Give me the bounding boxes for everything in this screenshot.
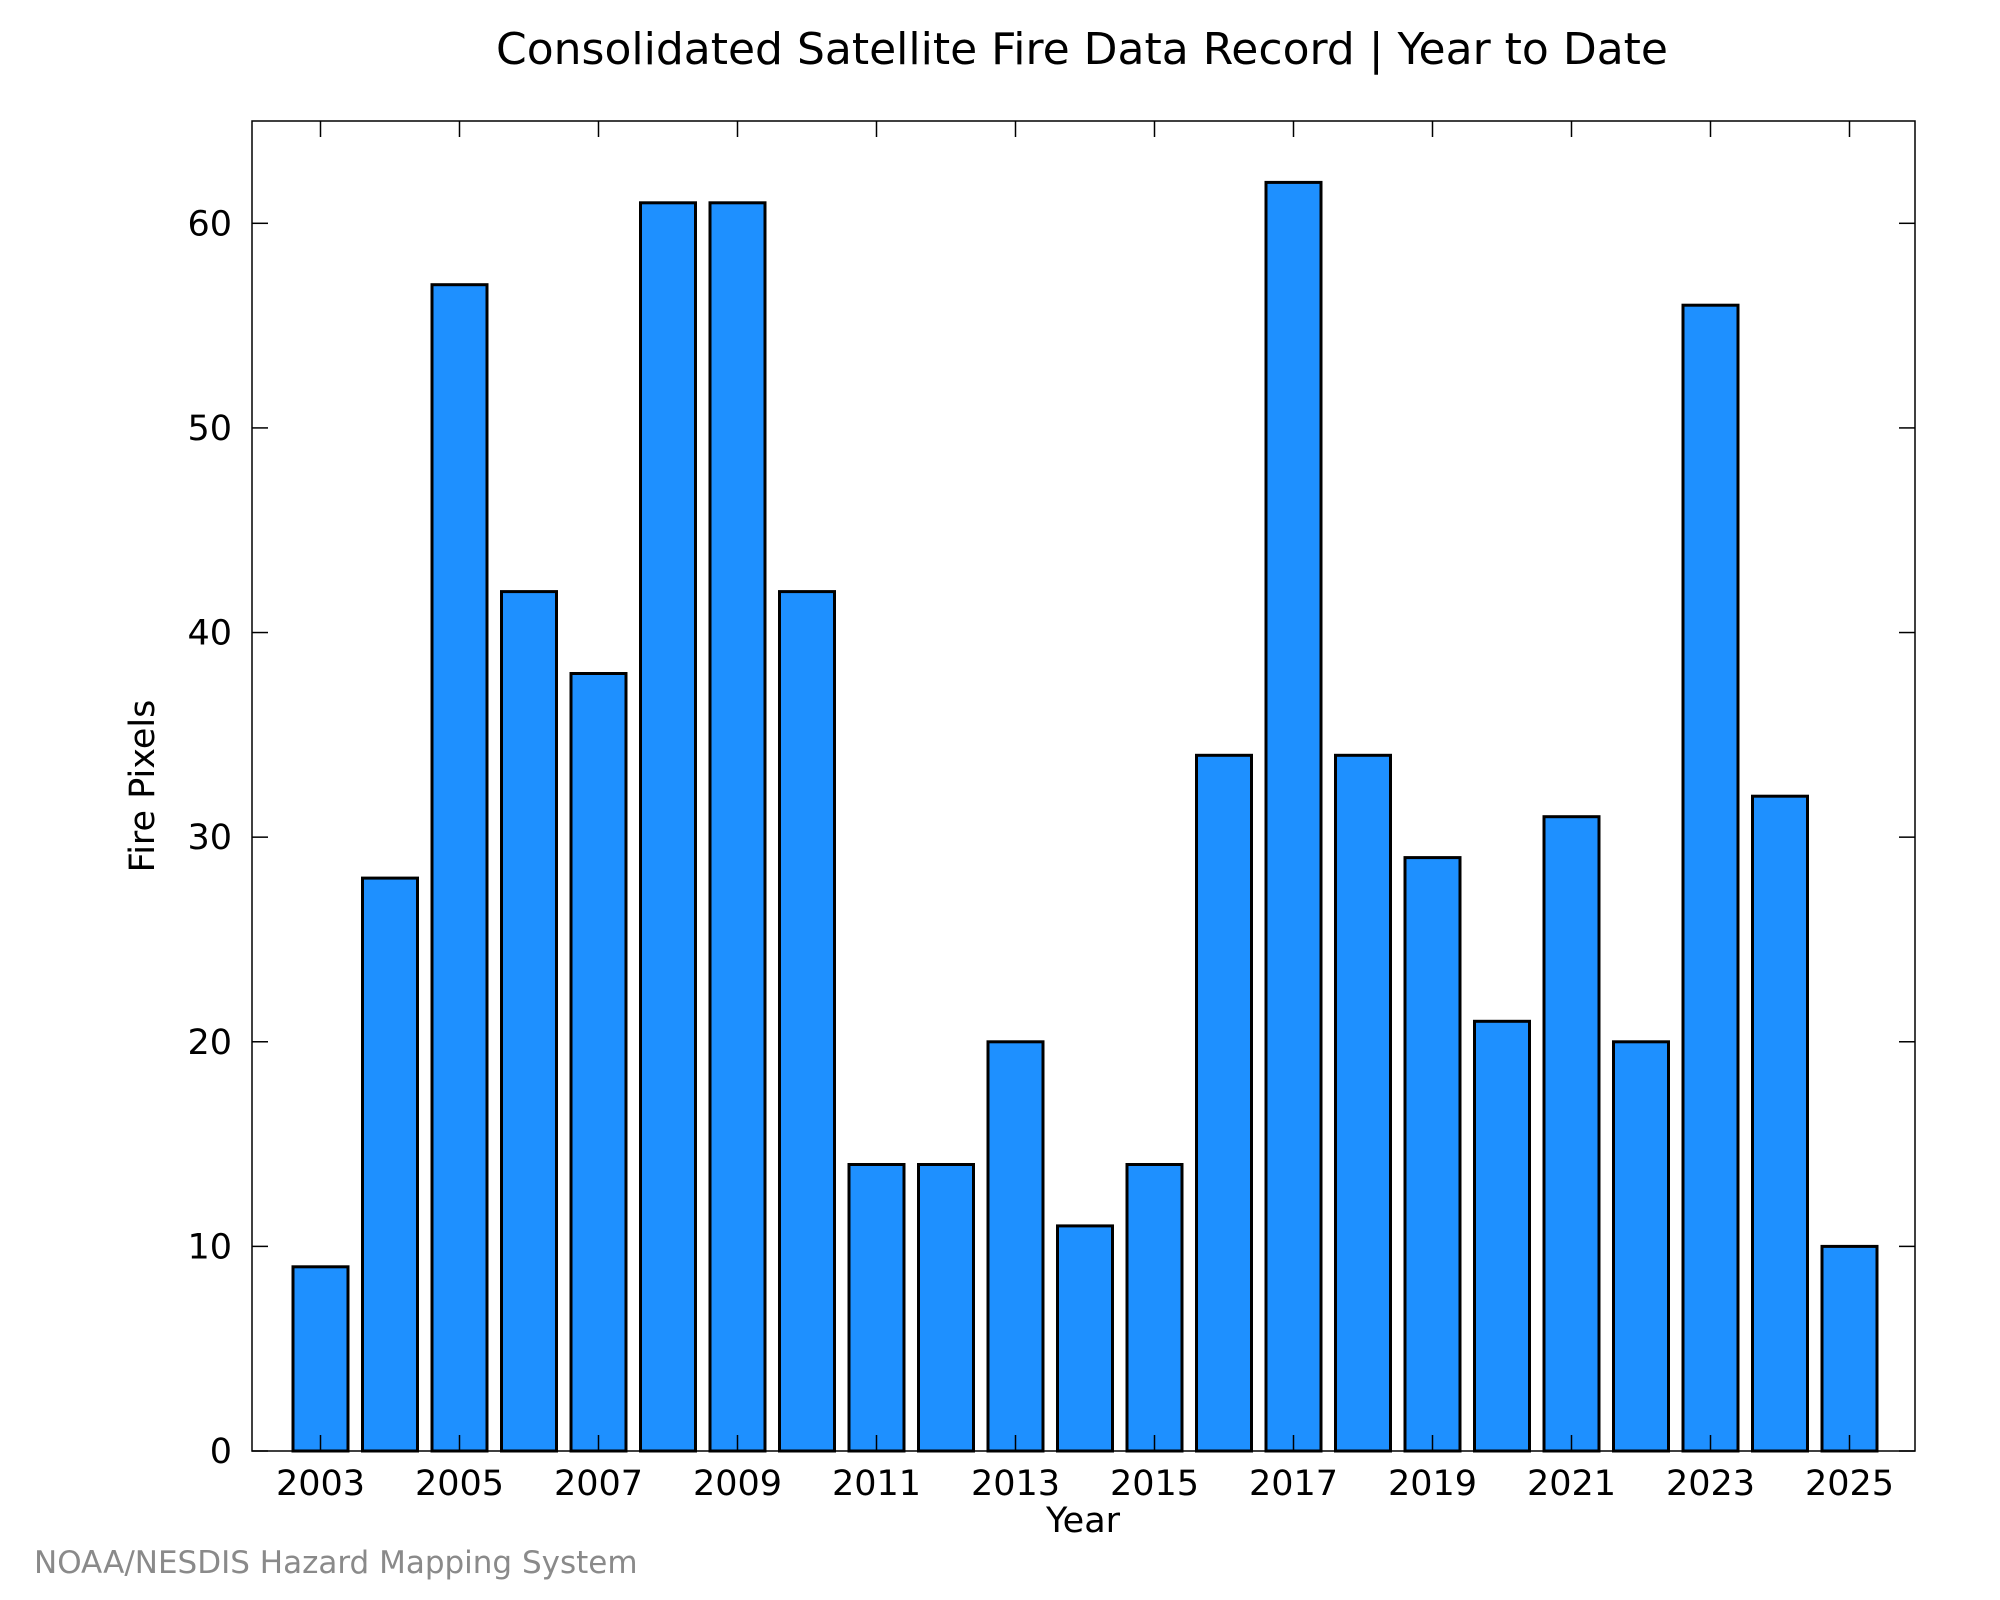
bar-2005 xyxy=(430,283,489,1453)
bar-2016 xyxy=(1195,753,1253,1453)
bar-2021 xyxy=(1542,815,1601,1453)
bar-2012 xyxy=(917,1163,975,1453)
bar-2024 xyxy=(1751,794,1809,1453)
x-tick-label-2025: 2025 xyxy=(1805,1464,1894,1504)
bar-2025 xyxy=(1820,1244,1879,1453)
y-tick-label-60: 60 xyxy=(187,204,232,244)
bar-2020 xyxy=(1473,1019,1531,1453)
y-tick-label-0: 0 xyxy=(210,1432,232,1472)
x-tick-label-2011: 2011 xyxy=(832,1464,921,1504)
y-tick-label-20: 20 xyxy=(187,1023,232,1063)
x-tick-label-2007: 2007 xyxy=(554,1464,643,1504)
bars-group xyxy=(291,180,1879,1453)
chart-title: Consolidated Satellite Fire Data Record … xyxy=(496,24,1668,75)
y-tick-label-40: 40 xyxy=(187,614,232,654)
x-axis-label: Year xyxy=(1045,1501,1121,1541)
bar-2015 xyxy=(1125,1163,1184,1453)
bar-2007 xyxy=(569,672,628,1453)
bar-2006 xyxy=(500,590,558,1453)
x-tick-label-2017: 2017 xyxy=(1249,1464,1338,1504)
x-tick-label-2009: 2009 xyxy=(693,1464,782,1504)
x-tick-label-2021: 2021 xyxy=(1527,1464,1616,1504)
x-tick-label-2003: 2003 xyxy=(276,1464,365,1504)
y-tick-label-10: 10 xyxy=(187,1227,232,1267)
credit-text: NOAA/NESDIS Hazard Mapping System xyxy=(34,1545,638,1581)
bar-2004 xyxy=(361,876,419,1453)
bar-2010 xyxy=(778,590,836,1453)
x-tick-label-2013: 2013 xyxy=(971,1464,1060,1504)
plot-frame xyxy=(251,120,1916,1452)
y-axis-ticks: 0 10 20 30 40 50 60 xyxy=(187,204,1915,1472)
bar-2018 xyxy=(1334,753,1392,1453)
bar-2013 xyxy=(986,1040,1045,1453)
bar-2011 xyxy=(847,1163,906,1453)
bar-2023 xyxy=(1681,303,1740,1453)
bar-2003 xyxy=(291,1265,350,1453)
bar-2022 xyxy=(1612,1040,1670,1453)
x-tick-label-2005: 2005 xyxy=(415,1464,504,1504)
bar-2017 xyxy=(1264,180,1323,1453)
x-axis-ticks: 2003 2005 2007 2009 2011 2013 2015 2017 2019 2021… xyxy=(276,121,1894,1504)
x-tick-label-2023: 2023 xyxy=(1666,1464,1755,1504)
bar-2014 xyxy=(1056,1224,1114,1453)
bar-2009 xyxy=(708,201,767,1453)
x-tick-label-2015: 2015 xyxy=(1110,1464,1199,1504)
x-tick-label-2019: 2019 xyxy=(1388,1464,1477,1504)
bar-2019 xyxy=(1403,856,1462,1453)
y-axis-label: Fire Pixels xyxy=(123,700,163,873)
y-tick-label-50: 50 xyxy=(187,409,232,449)
y-tick-label-30: 30 xyxy=(187,818,232,858)
bar-2008 xyxy=(639,201,697,1453)
